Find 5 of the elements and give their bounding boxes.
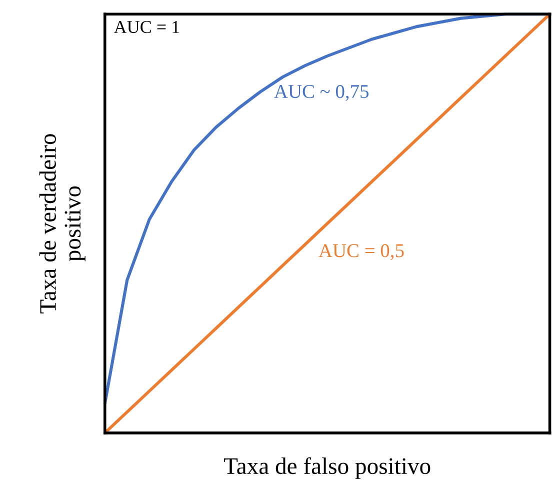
y-axis-title: Taxa de verdadeiro positivo bbox=[39, 134, 86, 314]
x-axis-title: Taxa de falso positivo bbox=[224, 457, 430, 479]
annotation: AUC = 1 bbox=[114, 20, 180, 34]
series-label: AUC = 0,5 bbox=[318, 244, 404, 260]
series-label: AUC ~ 0,75 bbox=[274, 84, 369, 101]
